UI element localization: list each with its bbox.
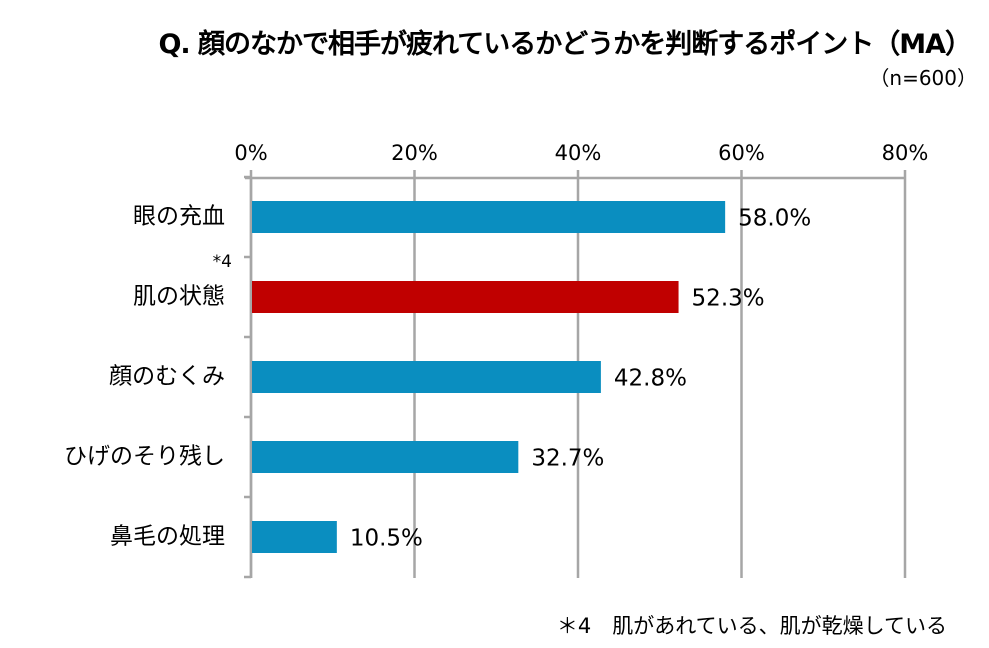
category-label: 眼の充血 <box>133 204 225 230</box>
data-label: 52.3% <box>692 286 765 312</box>
category-label: 肌の状態 <box>133 284 225 310</box>
category-annotation: *4 <box>213 252 232 272</box>
bar <box>252 521 337 553</box>
x-tick-label: 60% <box>718 141 765 165</box>
bar <box>252 281 679 313</box>
category-label: 顔のむくみ <box>109 364 225 390</box>
data-label: 58.0% <box>738 206 811 232</box>
data-label: 42.8% <box>614 366 687 392</box>
bar <box>252 201 726 233</box>
category-label: 鼻毛の処理 <box>110 524 225 550</box>
x-tick-label: 20% <box>391 141 438 165</box>
bar <box>252 361 601 393</box>
footnote: ＊4 肌があれている、肌が乾燥している <box>556 614 947 638</box>
category-label: ひげのそり残し <box>64 444 225 470</box>
data-label: 10.5% <box>350 526 423 552</box>
x-tick-label: 80% <box>882 141 929 165</box>
data-label: 32.7% <box>531 446 604 472</box>
bar <box>252 441 519 473</box>
chart-title: Q. 顔のなかで相手が疲れているかどうかを判断するポイント（MA） <box>158 29 972 60</box>
x-tick-label: 40% <box>555 141 602 165</box>
sample-size: （n=600） <box>869 66 977 90</box>
x-tick-label: 0% <box>234 141 267 165</box>
